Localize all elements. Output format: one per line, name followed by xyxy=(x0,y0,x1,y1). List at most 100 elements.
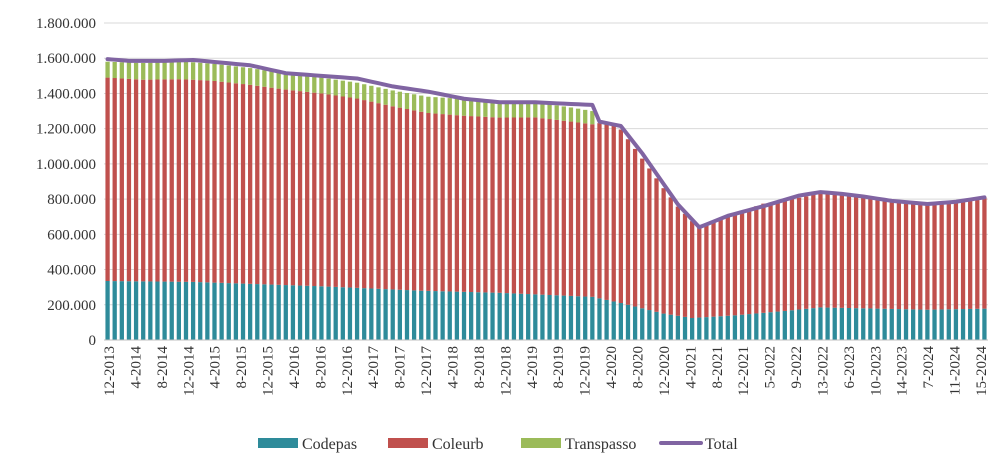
bar-coleurb xyxy=(668,197,673,315)
bar-transpasso xyxy=(461,99,467,116)
bar-coleurb xyxy=(953,201,959,310)
bar-codepas xyxy=(326,286,331,340)
bar-codepas xyxy=(911,309,916,340)
bar-codepas xyxy=(226,283,231,340)
bar-codepas xyxy=(447,291,452,340)
bar-coleurb xyxy=(148,79,153,282)
bar-codepas xyxy=(846,308,852,340)
bar-coleurb xyxy=(297,91,303,286)
bar-coleurb xyxy=(205,80,210,283)
x-tick-label: 9-2022 xyxy=(789,346,805,389)
bar-codepas xyxy=(725,315,730,340)
x-axis-ticks: 12-2013 4-2014 8-2014 12-2014 4-2015 8-2015 12… xyxy=(102,346,990,396)
bar-coleurb xyxy=(312,92,317,287)
bar-coleurb xyxy=(426,113,431,291)
bar-codepas xyxy=(141,281,146,340)
bar-codepas xyxy=(198,282,203,340)
bar-transpasso xyxy=(255,69,260,86)
bar-transpasso xyxy=(319,77,324,94)
bar-codepas xyxy=(739,314,745,340)
bar-codepas xyxy=(461,291,467,340)
bar-coleurb xyxy=(133,79,139,282)
x-tick-label: 12-2017 xyxy=(419,346,435,396)
bar-transpasso xyxy=(411,94,417,111)
bar-codepas xyxy=(889,308,894,340)
x-tick-label: 15-2024 xyxy=(974,346,990,396)
bar-transpasso xyxy=(504,101,509,118)
bar-transpasso xyxy=(233,66,239,84)
bar-codepas xyxy=(269,284,274,340)
y-tick-label: 0 xyxy=(89,333,97,349)
bar-coleurb xyxy=(547,119,552,295)
bar-coleurb xyxy=(290,90,296,286)
bar-coleurb xyxy=(604,122,609,300)
bar-transpasso xyxy=(226,65,231,83)
bar-codepas xyxy=(825,307,830,340)
bar-codepas xyxy=(119,281,124,340)
legend-swatch xyxy=(521,438,561,448)
bar-coleurb xyxy=(618,129,623,304)
x-tick-label: 4-2016 xyxy=(287,346,303,389)
bar-transpasso xyxy=(212,63,217,81)
bar-coleurb xyxy=(889,200,894,309)
bar-codepas xyxy=(782,310,787,340)
bar-coleurb xyxy=(946,202,951,310)
bar-transpasso xyxy=(133,62,139,80)
bar-codepas xyxy=(618,303,623,340)
bar-codepas xyxy=(433,291,438,340)
bar-coleurb xyxy=(169,79,174,282)
bar-codepas xyxy=(875,308,880,340)
bar-coleurb xyxy=(526,117,531,295)
legend-swatch xyxy=(258,438,298,448)
bar-transpasso xyxy=(561,106,566,121)
bar-codepas xyxy=(939,309,944,340)
bar-codepas xyxy=(804,308,809,340)
bar-coleurb xyxy=(454,115,460,292)
x-tick-label: 5-2022 xyxy=(763,346,779,389)
bar-coleurb xyxy=(419,111,424,291)
x-tick-label: 12-2015 xyxy=(261,346,277,396)
bar-codepas xyxy=(126,281,132,340)
bar-codepas xyxy=(290,285,296,340)
bar-coleurb xyxy=(632,148,638,307)
bar-coleurb xyxy=(704,224,709,318)
bar-codepas xyxy=(148,281,153,340)
bar-coleurb xyxy=(861,197,866,309)
bar-coleurb xyxy=(305,91,310,286)
bar-coleurb xyxy=(183,79,189,282)
bar-coleurb xyxy=(661,188,666,314)
bar-coleurb xyxy=(939,202,944,310)
bar-codepas xyxy=(932,309,937,340)
y-tick-label: 800.000 xyxy=(47,192,96,208)
bar-codepas xyxy=(768,312,773,340)
bar-transpasso xyxy=(198,62,203,81)
bar-coleurb xyxy=(333,95,338,287)
y-axis-ticks: 0 200.000 400.000 600.000 800.000 1.000.000 1.… xyxy=(36,16,96,349)
y-tick-label: 1.400.000 xyxy=(36,86,96,102)
bar-coleurb xyxy=(697,226,702,318)
bar-transpasso xyxy=(426,96,431,114)
bar-coleurb xyxy=(240,84,246,284)
bar-transpasso xyxy=(469,99,474,117)
bar-transpasso xyxy=(119,62,124,79)
bar-transpasso xyxy=(440,97,445,115)
bar-codepas xyxy=(896,309,902,340)
bar-coleurb xyxy=(340,96,345,288)
bar-codepas xyxy=(426,290,431,340)
legend-label: Transpasso xyxy=(565,436,636,453)
bar-codepas xyxy=(483,292,488,340)
bar-codepas xyxy=(283,285,288,340)
bar-coleurb xyxy=(469,116,474,293)
bar-coleurb xyxy=(583,123,588,297)
bar-coleurb xyxy=(162,79,167,282)
bar-coleurb xyxy=(625,139,631,305)
bar-transpasso xyxy=(362,84,367,101)
bar-codepas xyxy=(647,310,652,340)
legend-item-codepas: Codepas xyxy=(258,436,357,453)
y-tick-label: 1.800.000 xyxy=(36,16,96,32)
legend-label: Coleurb xyxy=(432,436,484,453)
bar-codepas xyxy=(682,316,688,340)
bar-coleurb xyxy=(219,81,224,283)
bar-coleurb xyxy=(276,88,281,285)
bar-codepas xyxy=(946,309,951,340)
